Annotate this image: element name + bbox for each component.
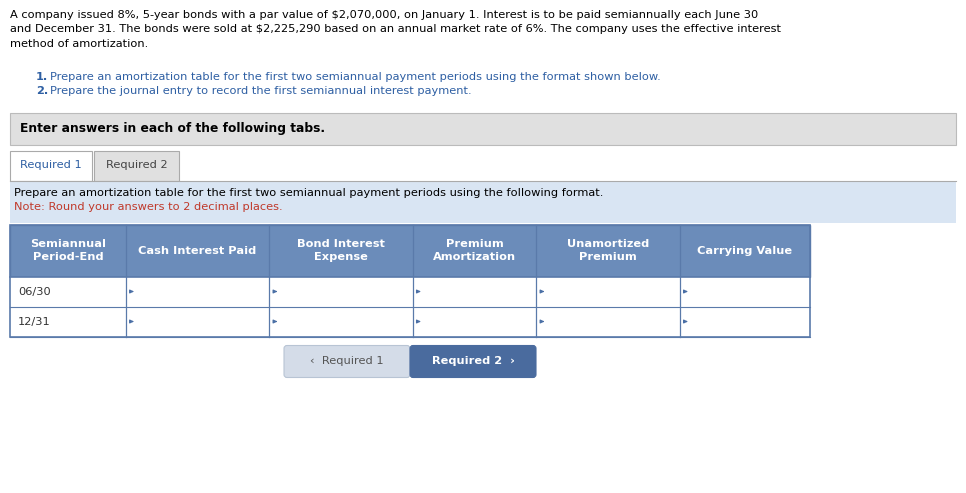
FancyBboxPatch shape <box>10 180 956 222</box>
Text: Bond Interest
Expense: Bond Interest Expense <box>298 239 385 262</box>
Text: Prepare an amortization table for the first two semiannual payment periods using: Prepare an amortization table for the fi… <box>14 188 604 199</box>
Text: Prepare an amortization table for the first two semiannual payment periods using: Prepare an amortization table for the fi… <box>50 71 661 81</box>
FancyBboxPatch shape <box>10 224 810 277</box>
Text: and December 31. The bonds were sold at $2,225,290 based on an annual market rat: and December 31. The bonds were sold at … <box>10 25 781 35</box>
FancyBboxPatch shape <box>10 112 956 144</box>
Text: 2.: 2. <box>36 86 48 96</box>
Text: ‹  Required 1: ‹ Required 1 <box>310 356 384 366</box>
Text: Prepare the journal entry to record the first semiannual interest payment.: Prepare the journal entry to record the … <box>50 86 471 96</box>
Text: Required 2  ›: Required 2 › <box>432 356 515 366</box>
Text: Semiannual
Period-End: Semiannual Period-End <box>30 239 106 262</box>
FancyBboxPatch shape <box>10 150 92 180</box>
Text: Note: Round your answers to 2 decimal places.: Note: Round your answers to 2 decimal pl… <box>14 203 283 212</box>
FancyBboxPatch shape <box>410 346 536 378</box>
FancyBboxPatch shape <box>10 307 810 337</box>
FancyBboxPatch shape <box>284 346 410 378</box>
Text: Required 1: Required 1 <box>20 161 82 171</box>
Text: Unamortized
Premium: Unamortized Premium <box>567 239 649 262</box>
Text: Premium
Amortization: Premium Amortization <box>433 239 516 262</box>
Text: 12/31: 12/31 <box>18 317 51 326</box>
Text: Cash Interest Paid: Cash Interest Paid <box>138 246 257 255</box>
Text: method of amortization.: method of amortization. <box>10 39 148 49</box>
Text: 1.: 1. <box>36 71 48 81</box>
FancyBboxPatch shape <box>10 277 810 307</box>
Text: Required 2: Required 2 <box>105 161 167 171</box>
Text: Carrying Value: Carrying Value <box>697 246 792 255</box>
Text: A company issued 8%, 5-year bonds with a par value of $2,070,000, on January 1. : A company issued 8%, 5-year bonds with a… <box>10 10 758 20</box>
Text: Enter answers in each of the following tabs.: Enter answers in each of the following t… <box>20 122 326 135</box>
FancyBboxPatch shape <box>94 150 179 180</box>
Text: 06/30: 06/30 <box>18 286 51 296</box>
